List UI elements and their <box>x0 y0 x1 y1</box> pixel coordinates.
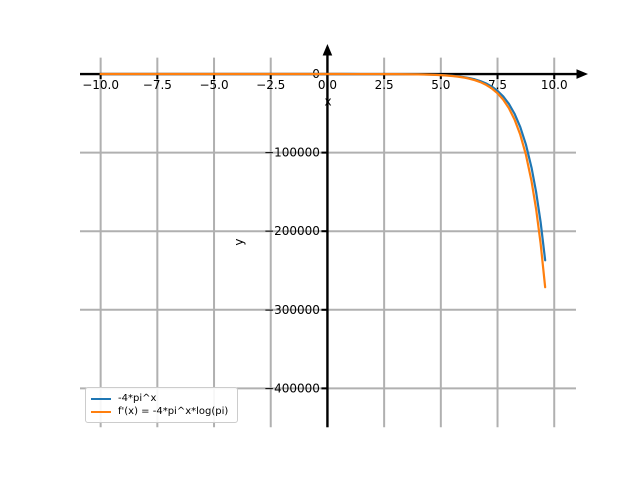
y-tick-label: −200000 <box>264 224 320 238</box>
x-axis-arrow-icon <box>576 69 588 79</box>
y-axis-label: y <box>232 238 246 245</box>
y-axis-arrow-icon <box>322 44 333 56</box>
series-line-0 <box>99 72 547 262</box>
x-tick-label: −5.0 <box>199 78 228 92</box>
legend-entry: -4*pi^x <box>91 392 228 405</box>
legend-label: f'(x) = -4*pi^x*log(pi) <box>118 406 229 417</box>
y-tick-label: −100000 <box>264 146 320 160</box>
x-tick-label: 2.5 <box>375 78 394 92</box>
series-lines <box>99 72 547 289</box>
series-line-1 <box>99 72 547 289</box>
legend-entry: f'(x) = -4*pi^x*log(pi) <box>91 405 228 418</box>
axes-spines <box>80 44 588 428</box>
y-tick-label: −400000 <box>264 381 320 395</box>
legend: -4*pi^x f'(x) = -4*pi^x*log(pi) <box>85 387 239 423</box>
x-tick-label: −10.0 <box>82 78 119 92</box>
x-tick-label: 10.0 <box>541 78 568 92</box>
legend-line-swatch-blue <box>91 397 111 400</box>
tick-labels: −10.0−7.5−5.0−2.50.02.55.07.510.00−10000… <box>82 67 567 395</box>
legend-line-swatch-orange <box>91 410 111 413</box>
x-tick-label: 5.0 <box>431 78 450 92</box>
x-tick-label: −7.5 <box>143 78 172 92</box>
y-tick-label: −300000 <box>264 303 320 317</box>
legend-label: -4*pi^x <box>118 393 157 404</box>
x-tick-label: −2.5 <box>256 78 285 92</box>
